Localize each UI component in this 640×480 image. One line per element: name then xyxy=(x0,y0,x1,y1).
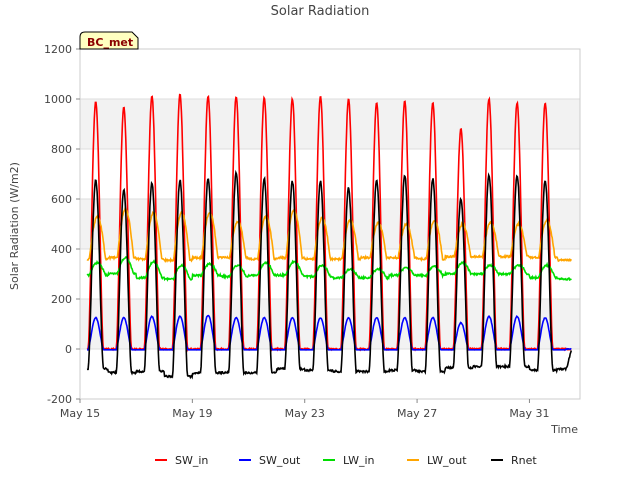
x-axis-title: Time xyxy=(550,423,578,436)
y-tick-label: 1000 xyxy=(44,93,72,106)
station-badge: BC_met xyxy=(79,31,139,50)
y-tick-label: 1200 xyxy=(44,43,72,56)
plot-background xyxy=(80,49,580,399)
series-line-lw-in xyxy=(86,256,572,282)
y-axis-ticks: -200 0 200 400 600 800 1000 1200 xyxy=(44,43,80,406)
legend-label: LW_in xyxy=(343,454,375,467)
x-tick-label: May 19 xyxy=(172,407,212,420)
legend-label: SW_out xyxy=(259,454,301,467)
legend-label: LW_out xyxy=(427,454,467,467)
x-tick-label: May 23 xyxy=(285,407,325,420)
plot-band xyxy=(80,99,580,149)
legend-label: SW_in xyxy=(175,454,208,467)
legend: SW_in SW_out LW_in LW_out Rnet xyxy=(155,454,537,467)
x-tick-label: May 31 xyxy=(509,407,549,420)
chart-title: Solar Radiation xyxy=(271,4,370,19)
y-axis-title: Solar Radiation (W/m2) xyxy=(8,162,21,290)
legend-label: Rnet xyxy=(511,454,537,467)
x-axis-ticks: May 15 May 19 May 23 May 27 May 31 xyxy=(60,399,550,420)
series-line-rnet xyxy=(86,169,573,380)
y-tick-label: -200 xyxy=(47,393,72,406)
plot-band xyxy=(80,49,580,99)
series-line-lw-out xyxy=(86,206,573,263)
series-line-sw-out xyxy=(87,314,572,351)
series-layer xyxy=(86,93,573,380)
plot-band xyxy=(80,349,580,399)
y-tick-label: 200 xyxy=(51,293,72,306)
badge-text: BC_met xyxy=(87,36,133,49)
badge-shape xyxy=(79,31,139,50)
plot-frame xyxy=(79,48,581,400)
y-tick-label: 0 xyxy=(65,343,72,356)
x-tick-label: May 27 xyxy=(397,407,437,420)
y-tick-label: 800 xyxy=(51,143,72,156)
y-tick-label: 400 xyxy=(51,243,72,256)
x-tick-label: May 15 xyxy=(60,407,100,420)
plot-band xyxy=(80,149,580,199)
y-tick-label: 600 xyxy=(51,193,72,206)
